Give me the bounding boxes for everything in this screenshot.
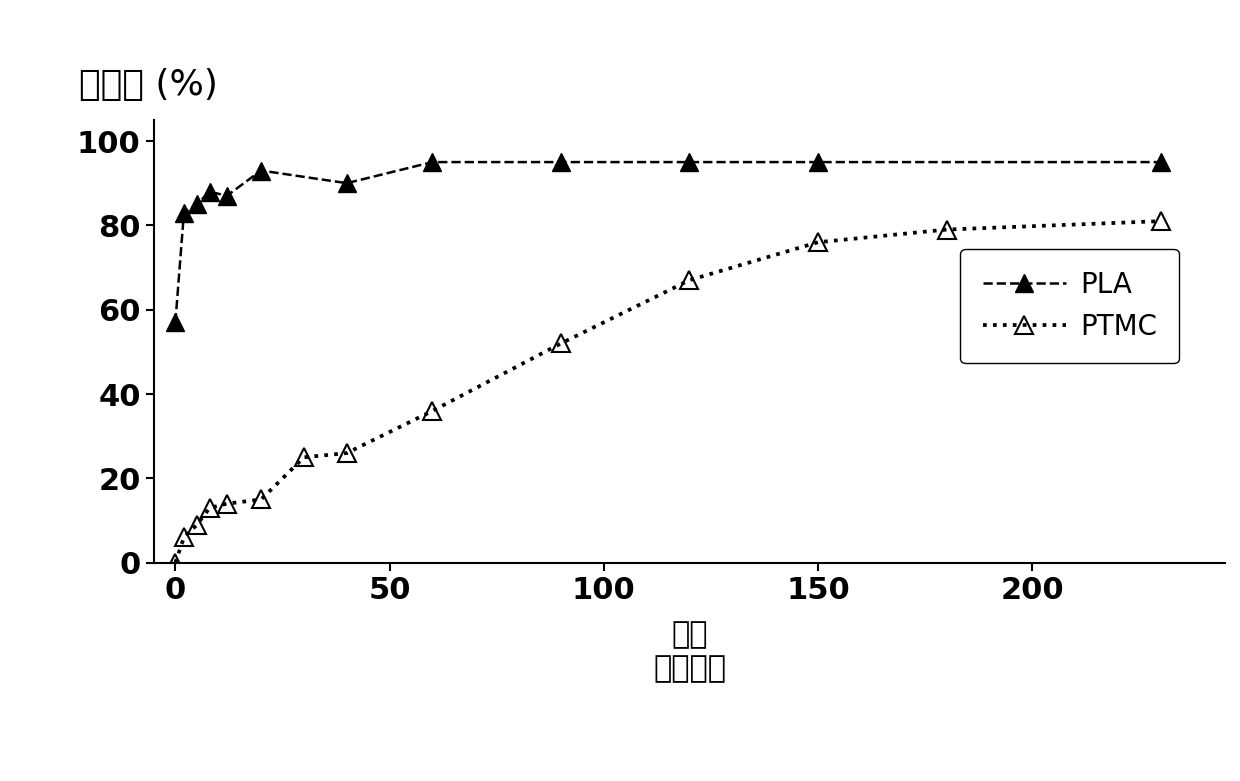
PLA — [219, 191, 234, 201]
PLA — [254, 166, 269, 175]
PLA — [1153, 158, 1168, 167]
Text: 转化率 (%): 转化率 (%) — [79, 68, 218, 102]
PLA — [176, 208, 191, 217]
PTMC — [202, 503, 217, 512]
PTMC — [340, 448, 355, 458]
PTMC — [553, 339, 568, 348]
PTMC — [425, 406, 440, 415]
PTMC — [682, 276, 697, 285]
PLA — [425, 158, 440, 167]
Line: PLA: PLA — [166, 153, 1169, 331]
Text: 时间
（分钟）: 时间 （分钟） — [653, 620, 725, 683]
Legend: PLA, PTMC: PLA, PTMC — [960, 248, 1179, 363]
PLA — [190, 200, 205, 209]
PLA — [340, 179, 355, 188]
PLA — [202, 187, 217, 196]
PTMC — [190, 520, 205, 530]
Line: PTMC: PTMC — [166, 212, 1169, 572]
PLA — [553, 158, 568, 167]
PTMC — [176, 533, 191, 542]
PLA — [811, 158, 826, 167]
PTMC — [1153, 216, 1168, 226]
PLA — [682, 158, 697, 167]
PTMC — [296, 453, 311, 462]
PTMC — [939, 225, 954, 234]
PTMC — [219, 499, 234, 508]
PTMC — [254, 495, 269, 505]
PLA — [167, 318, 182, 327]
PTMC — [811, 237, 826, 247]
PTMC — [167, 558, 182, 568]
